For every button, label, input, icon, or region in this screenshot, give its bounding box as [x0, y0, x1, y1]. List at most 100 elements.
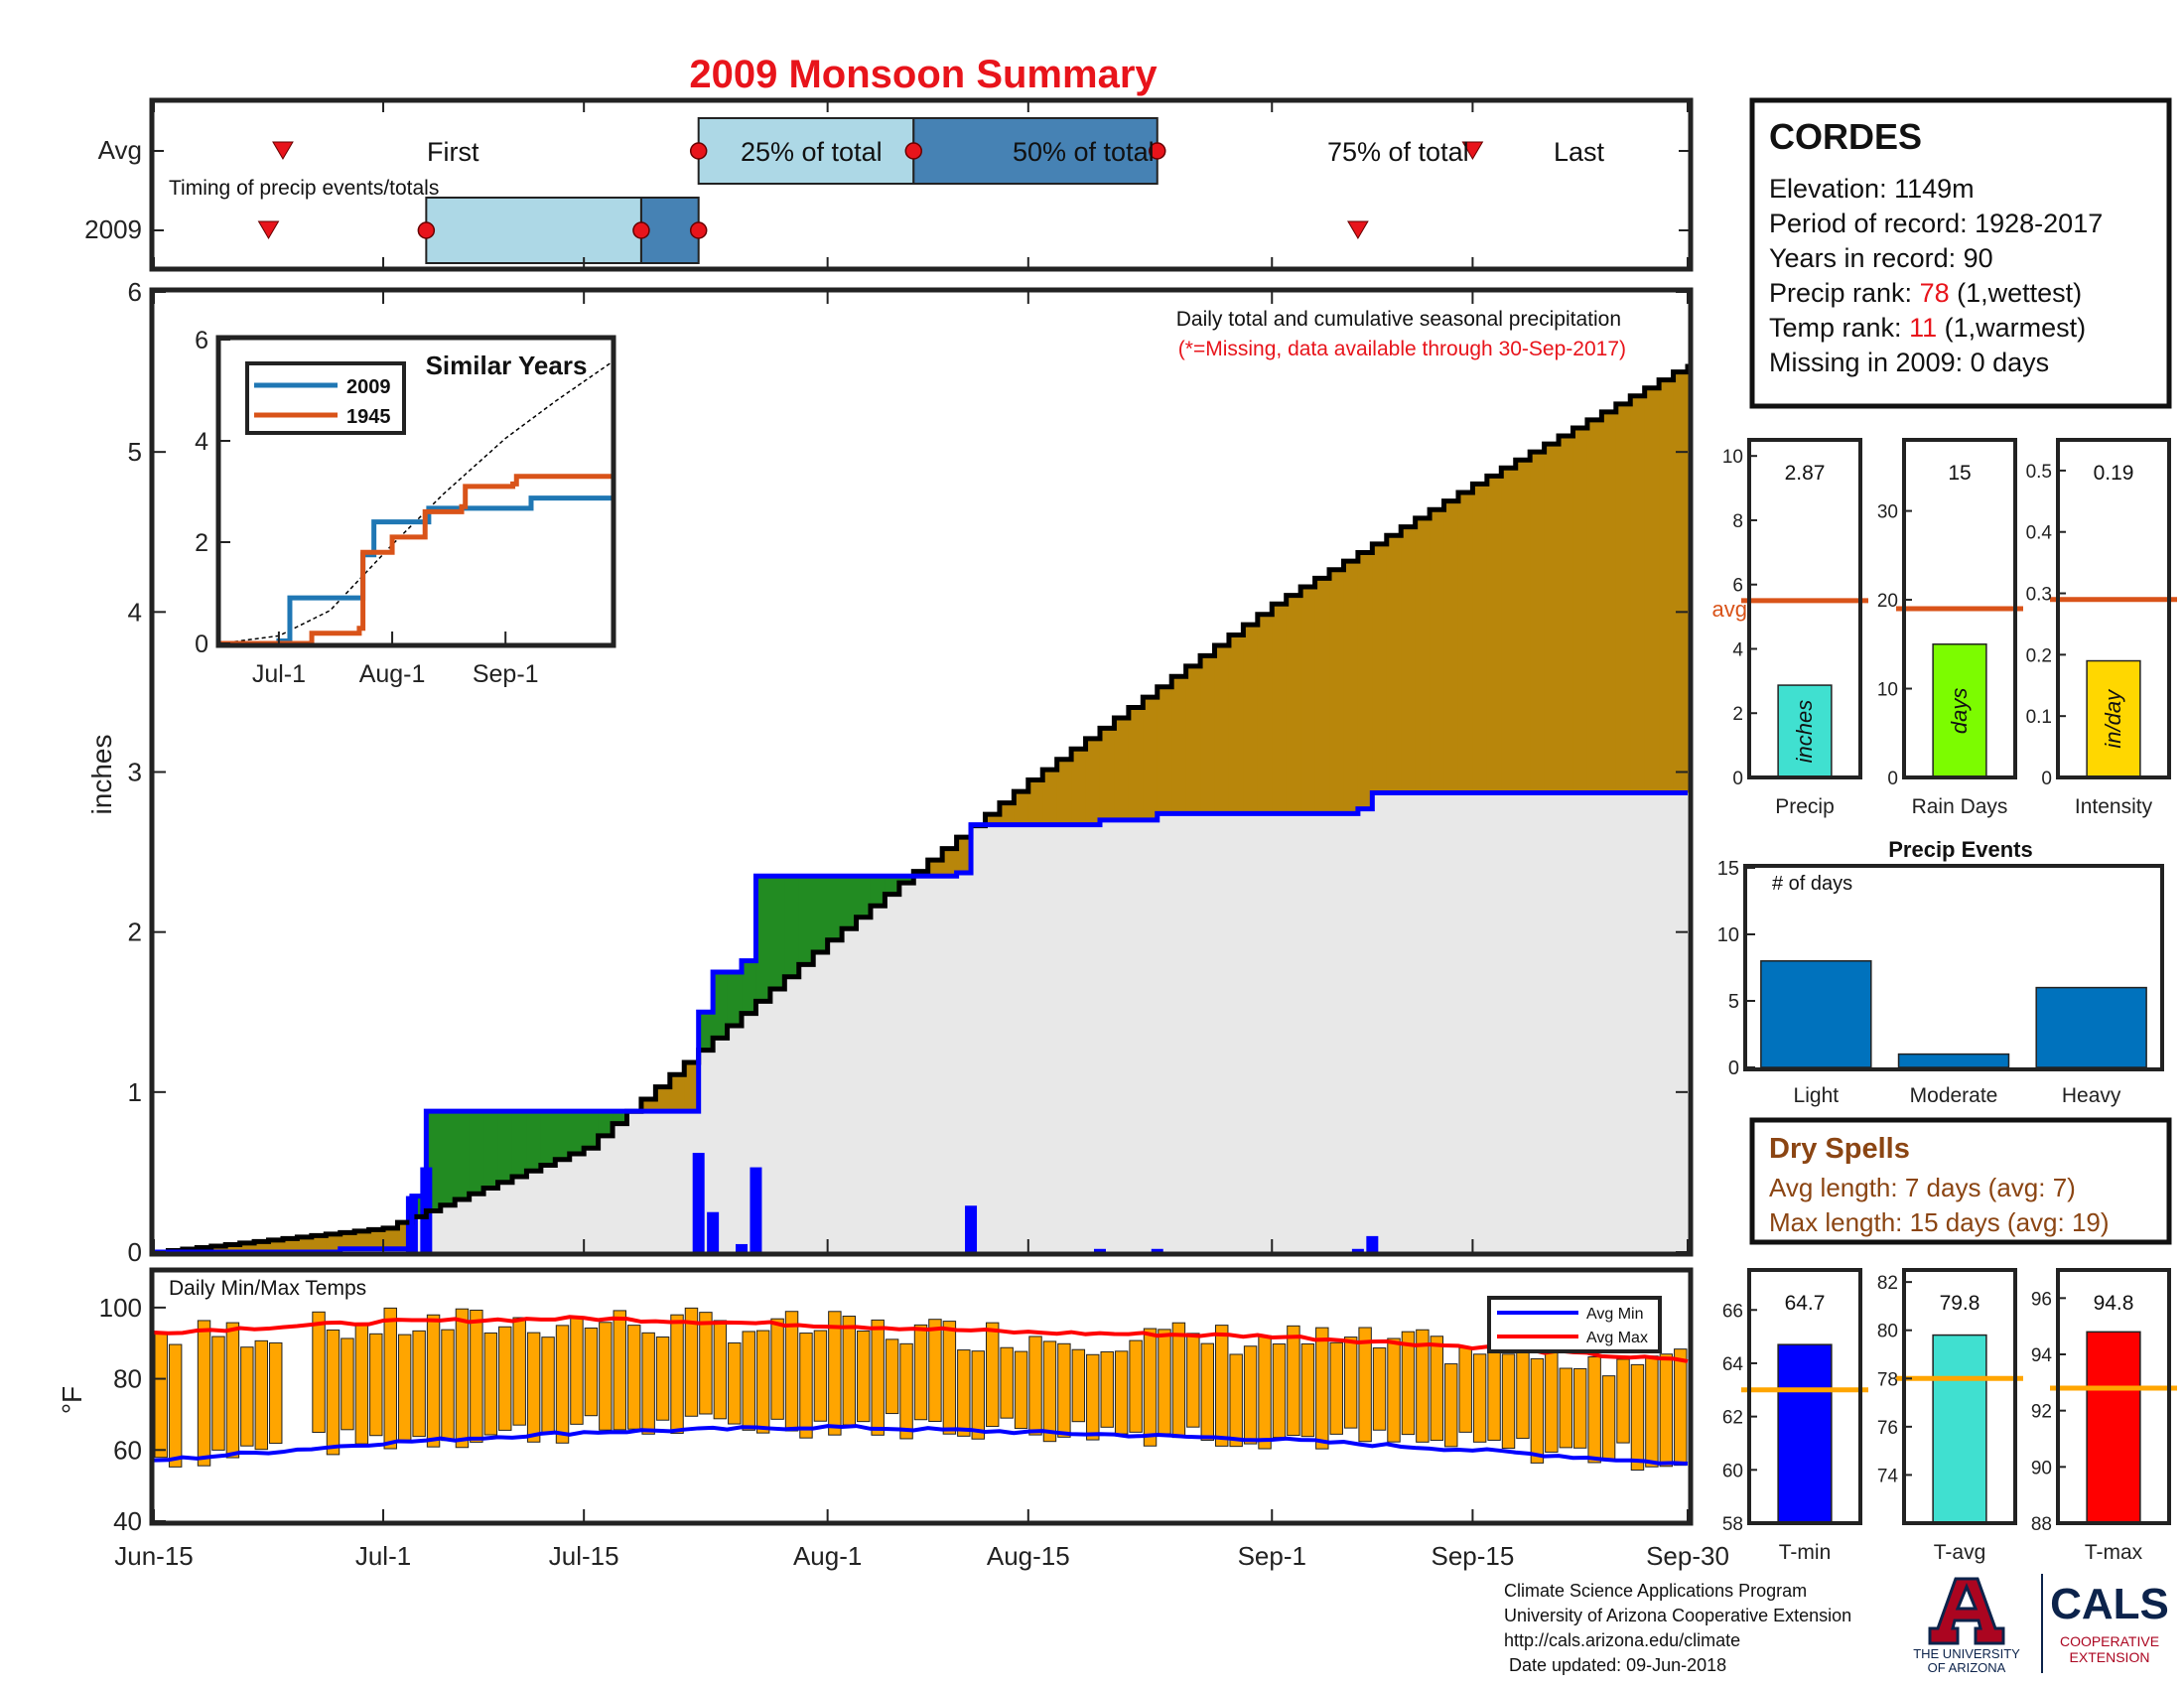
timing-label-last: Last [1554, 137, 1605, 167]
temperature-title: Daily Min/Max Temps [169, 1277, 366, 1300]
daily-temp-bar [1587, 1356, 1601, 1464]
daily-precip-bar [1351, 1248, 1364, 1252]
stat-unit-label: inches [1792, 700, 1817, 764]
daily-temp-bar [326, 1329, 341, 1456]
timing-2009-75-marker [689, 221, 708, 239]
stat-y-tick-label: 74 [1877, 1466, 1899, 1486]
precip-y-tick-label: 1 [128, 1077, 142, 1107]
stat-panel-t-max: 88 90 92 94 96 94.8 T-max [2031, 1268, 2177, 1564]
deficit-fill-day [1430, 509, 1445, 793]
events-note: # of days [1772, 873, 1852, 895]
daily-temp-bar [1243, 1345, 1258, 1445]
surplus-fill-day [698, 1012, 714, 1051]
temperature-y-axis-label: °F [57, 1386, 87, 1414]
daily-precip-bar [707, 1211, 720, 1252]
daily-temp-bar [412, 1330, 426, 1438]
precip-rank-value: 78 [1920, 278, 1950, 308]
events-y-tick-label: 10 [1717, 924, 1739, 946]
events-y-tick-label: 15 [1717, 858, 1739, 880]
daily-temp-bar [1100, 1350, 1114, 1428]
deficit-fill-day [942, 848, 958, 877]
deficit-fill-day [1357, 552, 1373, 809]
stat-y-tick-label: 8 [1732, 511, 1743, 532]
inset-legend-2009: 2009 [346, 376, 391, 398]
deficit-fill-day [340, 1232, 355, 1249]
stat-y-tick-label: 76 [1877, 1418, 1898, 1439]
footer-line-4: Date updated: 09-Jun-2018 [1504, 1655, 1726, 1675]
inset-y-tick-label: 0 [195, 631, 208, 658]
deficit-fill-day [383, 1227, 399, 1249]
daily-temp-bar [655, 1336, 670, 1421]
date-axis-tick-label: Aug-1 [793, 1541, 862, 1571]
daily-temp-bar [1472, 1353, 1487, 1443]
temp-rank-value: 11 [1909, 313, 1937, 343]
surplus-fill-day [569, 1111, 585, 1154]
stat-value-label: 94.8 [2094, 1292, 2134, 1315]
precip-events-panel: Precip Events # of days Light Moderate Hea… [1717, 837, 2164, 1107]
timing-avg-25-marker [689, 142, 708, 160]
stat-y-tick-label: 20 [1877, 591, 1898, 612]
timing-label-75: 75% of total [1327, 137, 1469, 167]
daily-temp-bar [1028, 1336, 1042, 1436]
daily-temp-bar [1645, 1355, 1659, 1468]
precip-chart: 0 1 2 3 4 5 6 Jun-15 Jul-1 Jul-15 Aug-1 Aug-15 Sep-… [86, 277, 1729, 1571]
deficit-fill-day [297, 1236, 313, 1252]
avg-min-line [153, 1424, 1689, 1467]
deficit-fill-day [1572, 427, 1588, 793]
surplus-fill-day [784, 876, 800, 977]
daily-temp-bar [1114, 1350, 1129, 1435]
daily-temp-bar [828, 1311, 842, 1436]
stat-y-tick-label: 2 [1732, 704, 1743, 725]
event-bar-light [1760, 960, 1872, 1068]
temp-legend-box [1487, 1296, 1662, 1353]
inset-x-tick-label: Aug-1 [359, 660, 426, 688]
daily-temp-bar [1559, 1367, 1572, 1449]
dry-spells-title: Dry Spells [1769, 1133, 1910, 1165]
stat-y-tick-label: 78 [1877, 1369, 1898, 1390]
deficit-fill-day [368, 1229, 384, 1249]
cals-wordmark: CALS [2050, 1580, 2169, 1628]
deficit-fill-day [1171, 676, 1187, 814]
daily-temp-bar [1000, 1346, 1014, 1419]
cumulative-2009-fill [154, 792, 1688, 1252]
temp-y-tick-label: 80 [113, 1364, 142, 1394]
daily-temp-bar [1329, 1341, 1343, 1435]
surplus-fill-day [713, 971, 729, 1039]
precip-y-tick-label: 2 [128, 917, 142, 947]
deficit-fill-day [1386, 535, 1402, 793]
deficit-fill-day [1114, 717, 1130, 820]
timing-2009-first-marker [257, 220, 280, 239]
deficit-fill-day [640, 1098, 656, 1112]
daily-temp-bar [1158, 1329, 1171, 1435]
deficit-fill-day [1644, 387, 1660, 793]
precip-rank-prefix: Precip rank: [1769, 278, 1920, 308]
event-category-label: Light [1794, 1084, 1840, 1107]
timing-avg-last-marker [1461, 141, 1484, 160]
daily-precip-bar [750, 1167, 762, 1252]
stat-y-tick-label: 30 [1877, 502, 1898, 523]
timing-avg-box-50-75 [912, 117, 1159, 185]
figure-title: 2009 Monsoon Summary [689, 53, 1158, 96]
deficit-fill-day [655, 1086, 671, 1112]
daily-temp-bar [842, 1316, 857, 1426]
stat-y-tick-label: 10 [1877, 680, 1898, 701]
station-info-box: CORDES Elevation: 1149m Period of record… [1749, 97, 2172, 409]
daily-temp-bar [1444, 1363, 1458, 1448]
daily-temp-bar [626, 1325, 641, 1430]
deficit-fill-day [1300, 587, 1316, 814]
precip-rank-suffix: (1,wettest) [1950, 278, 2083, 308]
cumulative-2009-line [154, 789, 1688, 1255]
stat-category-label: Intensity [2075, 795, 2153, 818]
deficit-fill-day [1257, 614, 1273, 814]
daily-temp-bar [1229, 1353, 1243, 1448]
daily-temp-bar [1387, 1337, 1401, 1443]
deficit-fill-day [1472, 484, 1488, 793]
deficit-fill-day [210, 1245, 226, 1252]
daily-temp-bar [1458, 1346, 1472, 1433]
stat-y-tick-label: 66 [1722, 1301, 1743, 1322]
stat-y-tick-label: 0.1 [2026, 707, 2052, 728]
daily-temp-bar [899, 1342, 913, 1440]
inset-legend-box [245, 361, 406, 435]
daily-temp-bar [913, 1324, 928, 1421]
